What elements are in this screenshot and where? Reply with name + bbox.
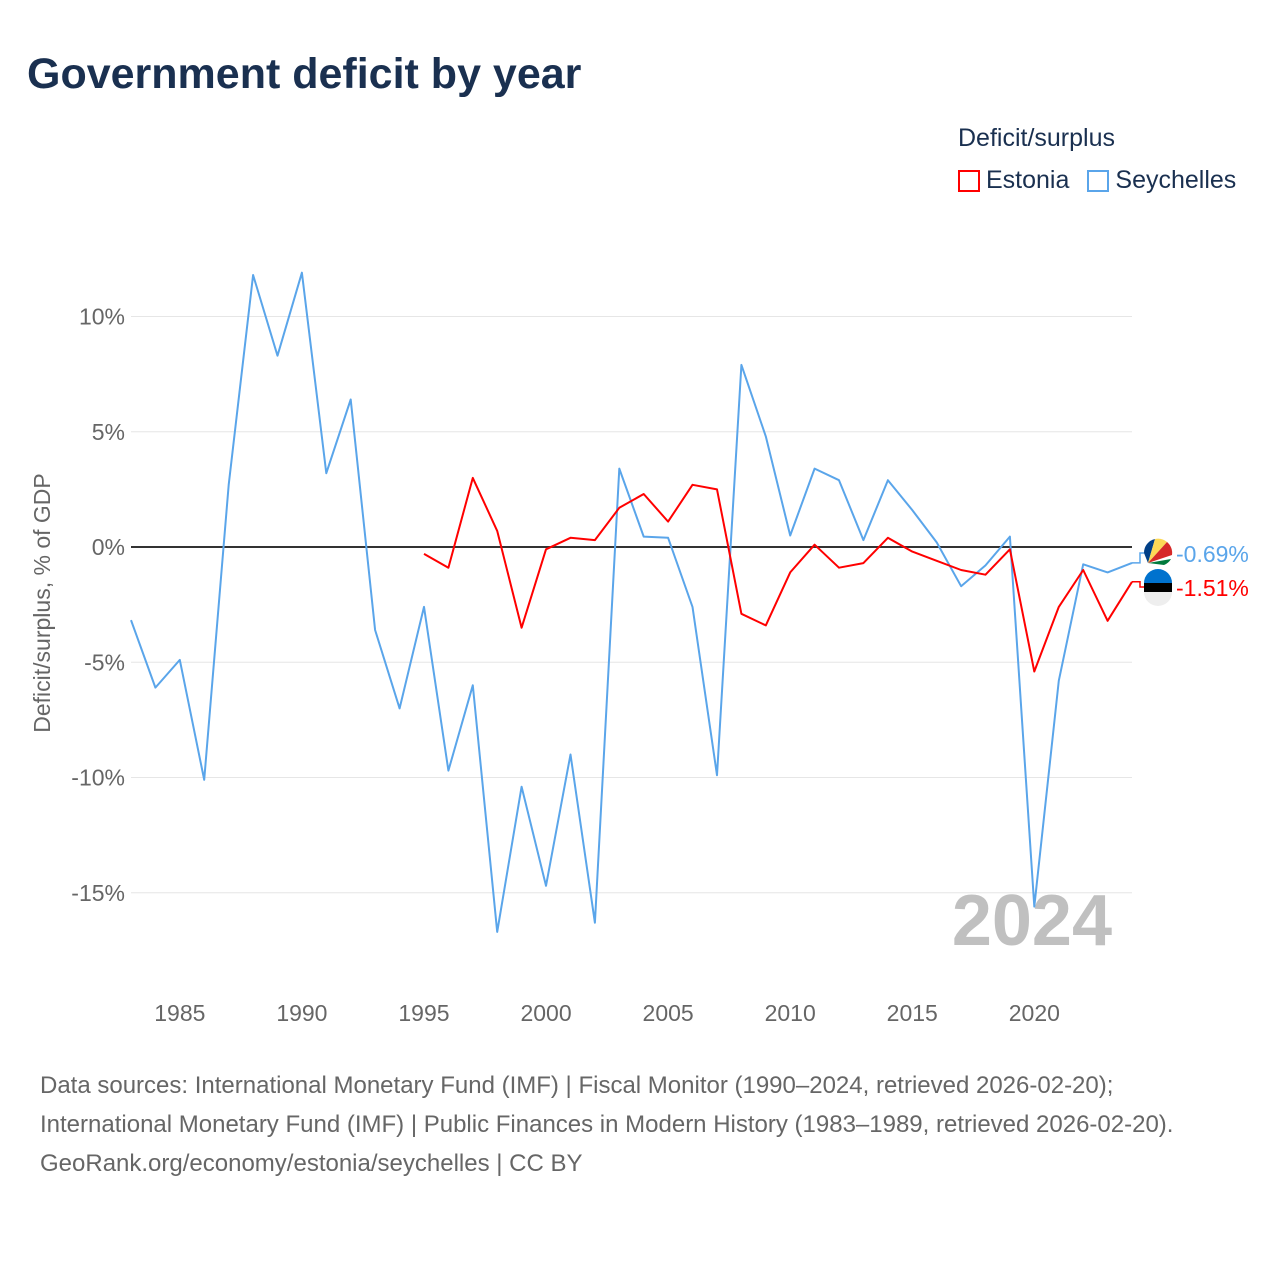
y-tick-label: -10% bbox=[71, 765, 125, 791]
legend-swatch-estonia bbox=[958, 169, 980, 192]
end-value-label-seychelles: -0.69% bbox=[1176, 541, 1249, 567]
end-label-connector bbox=[1132, 552, 1144, 564]
year-watermark: 2024 bbox=[952, 881, 1112, 961]
x-tick-label: 2020 bbox=[1009, 1000, 1060, 1026]
flag-seychelles-red bbox=[1148, 542, 1173, 563]
x-tick-label: 2010 bbox=[765, 1000, 816, 1026]
x-tick-label: 1995 bbox=[398, 1000, 449, 1026]
legend-label-seychelles: Seychelles bbox=[1115, 166, 1237, 194]
attribution-link[interactable]: GeoRank.org/economy/estonia/seychelles |… bbox=[40, 1150, 583, 1177]
sources-text: Data sources: International Monetary Fun… bbox=[40, 1072, 1174, 1138]
flag-estonia-white bbox=[1144, 592, 1172, 606]
flag-seychelles-blue bbox=[1143, 539, 1155, 563]
legend-label-estonia: Estonia bbox=[986, 166, 1070, 194]
legend-item-estonia[interactable]: Estonia bbox=[958, 166, 1069, 195]
end-label-connector bbox=[1132, 581, 1144, 588]
flag-seychelles-green bbox=[1148, 559, 1171, 565]
legend-swatch-seychelles bbox=[1087, 169, 1110, 192]
flag-seychelles-yellow bbox=[1148, 538, 1167, 563]
y-tick-label: 10% bbox=[79, 304, 125, 330]
x-tick-label: 2015 bbox=[887, 1000, 938, 1026]
legend: Estonia Seychelles bbox=[958, 166, 1236, 195]
series-line-seychelles bbox=[130, 271, 1133, 933]
y-tick-label: -15% bbox=[71, 880, 125, 906]
legend-item-seychelles[interactable]: Seychelles bbox=[1087, 166, 1236, 195]
flag-estonia-black bbox=[1144, 583, 1172, 592]
y-tick-label: -5% bbox=[84, 649, 125, 675]
chart-title: Government deficit by year bbox=[27, 50, 582, 98]
y-tick-label: 0% bbox=[92, 534, 125, 560]
flag-estonia-icon bbox=[1144, 569, 1172, 583]
x-tick-label: 2000 bbox=[520, 1000, 571, 1026]
legend-title: Deficit/surplus bbox=[958, 124, 1115, 152]
end-value-label-estonia: -1.51% bbox=[1176, 575, 1249, 601]
sources: Data sources: International Monetary Fun… bbox=[40, 1066, 1240, 1183]
y-axis-label: Deficit/surplus, % of GDP bbox=[29, 473, 55, 732]
series-line-estonia bbox=[423, 476, 1133, 673]
x-tick-label: 1985 bbox=[154, 1000, 205, 1026]
x-tick-label: 2005 bbox=[643, 1000, 694, 1026]
y-tick-label: 5% bbox=[92, 419, 125, 445]
x-tick-label: 1990 bbox=[276, 1000, 327, 1026]
